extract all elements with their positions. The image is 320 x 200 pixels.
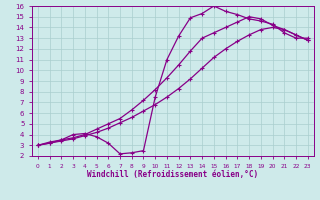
X-axis label: Windchill (Refroidissement éolien,°C): Windchill (Refroidissement éolien,°C) [87,170,258,179]
